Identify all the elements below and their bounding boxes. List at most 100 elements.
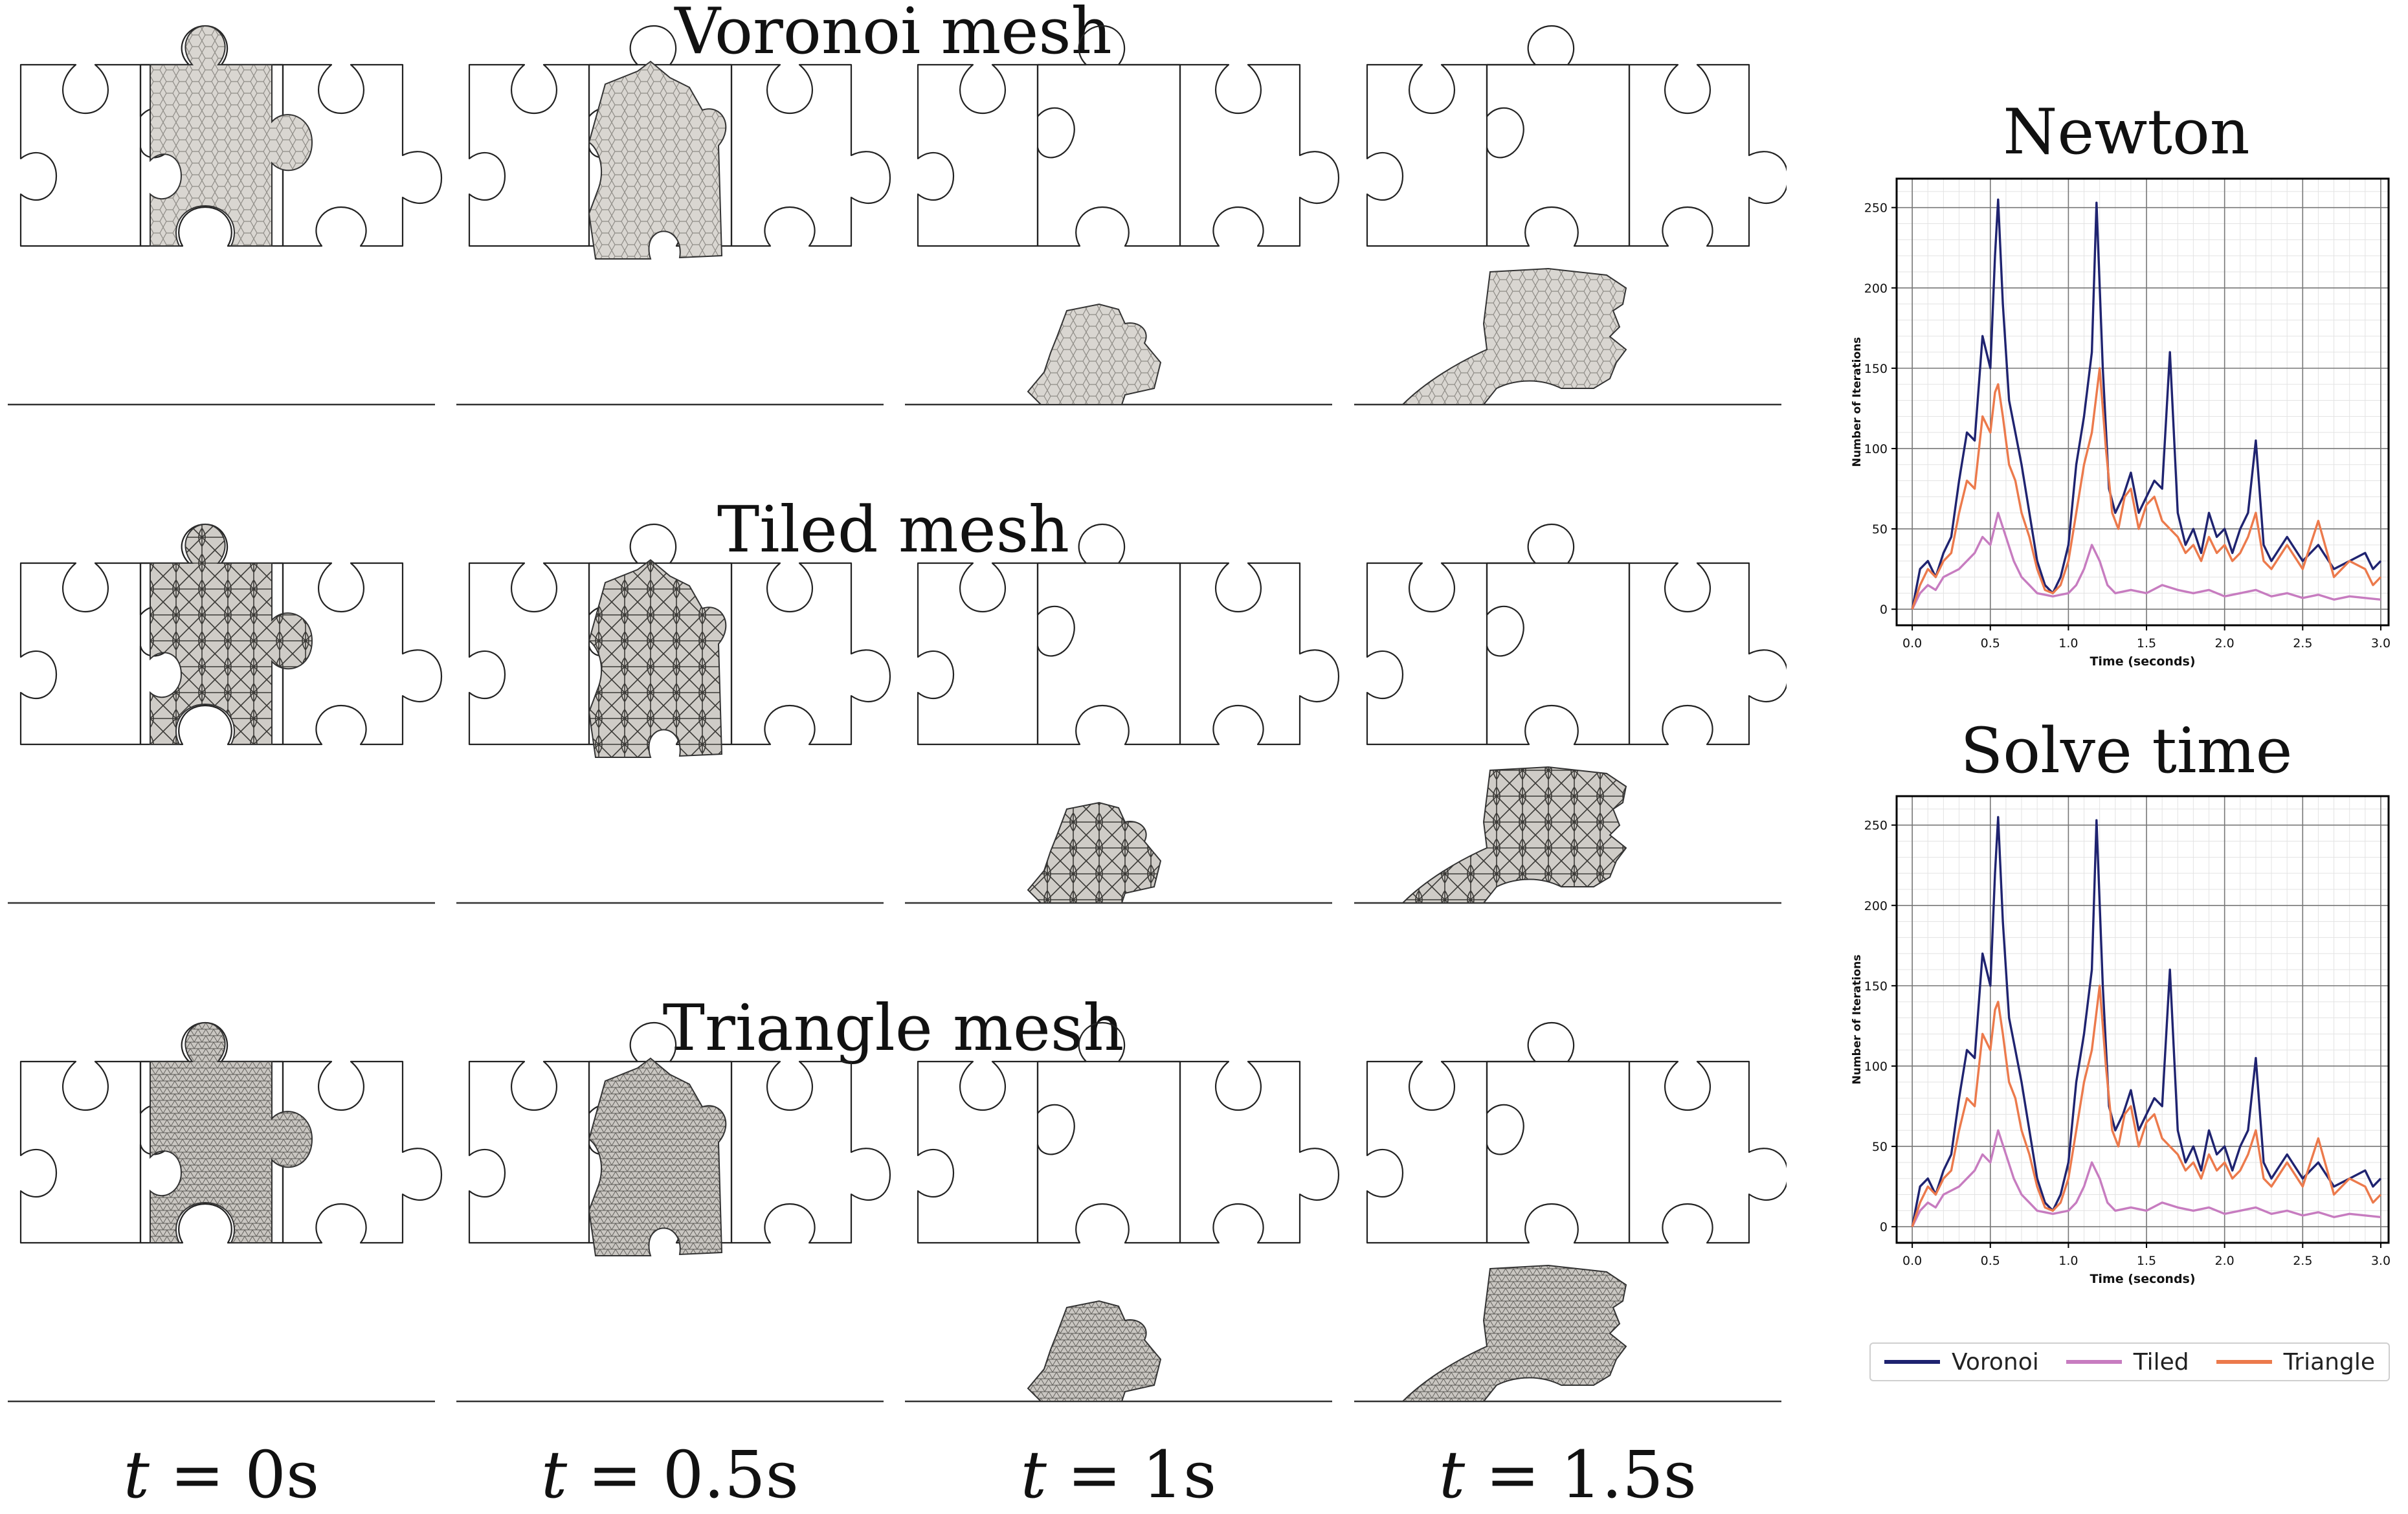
puzzle-outline-right bbox=[1628, 1060, 1787, 1244]
x-tick-label: 0.0 bbox=[1902, 636, 1922, 651]
panel-voronoi-t0 bbox=[8, 25, 443, 406]
series-line-triangle bbox=[1911, 367, 2382, 610]
simulation-panels bbox=[8, 25, 1787, 1403]
plot-border bbox=[1895, 177, 2390, 627]
puzzle-outline-slot bbox=[1036, 63, 1181, 247]
mesh-piece-triangle bbox=[588, 1057, 727, 1256]
legend-item-voronoi: Voronoi bbox=[1884, 1349, 2039, 1375]
panel-voronoi-t1 bbox=[456, 25, 891, 406]
mesh-piece-voronoi bbox=[1027, 303, 1162, 405]
series-line-voronoi bbox=[1911, 816, 2382, 1227]
x-tick-label: 2.5 bbox=[2293, 636, 2312, 651]
mesh-piece-voronoi bbox=[1401, 267, 1627, 405]
puzzle-outline-top bbox=[1038, 1021, 1180, 1063]
puzzle-outline-right bbox=[730, 63, 891, 247]
x-axis-label: Time (seconds) bbox=[2090, 1272, 2195, 1286]
puzzle-outline-left bbox=[1366, 63, 1524, 247]
series-line-tiled bbox=[1911, 1129, 2381, 1227]
series-line-voronoi bbox=[1911, 198, 2382, 610]
y-tick-label: 250 bbox=[1864, 201, 1888, 216]
mesh-piece-tiled bbox=[588, 559, 727, 758]
panel-tiled-t2 bbox=[905, 523, 1340, 904]
puzzle-outline-right bbox=[730, 1060, 891, 1244]
time-label-2: t = 1s bbox=[1020, 1437, 1217, 1513]
x-tick-label: 1.5 bbox=[2137, 1254, 2156, 1268]
chart-title-solve: Solve time bbox=[1960, 715, 2293, 787]
panel-voronoi-t3 bbox=[1354, 25, 1787, 406]
plot-border bbox=[1895, 795, 2390, 1244]
puzzle-outline-top bbox=[1487, 523, 1629, 564]
puzzle-outline-right bbox=[282, 562, 443, 746]
y-tick-label: 0 bbox=[1880, 603, 1888, 617]
y-tick-label: 200 bbox=[1864, 282, 1888, 296]
puzzle-outline-right bbox=[730, 562, 891, 746]
legend-item-triangle: Triangle bbox=[2216, 1349, 2375, 1375]
x-tick-label: 3.0 bbox=[2371, 636, 2391, 651]
mesh-piece-tiled bbox=[1401, 766, 1627, 904]
puzzle-outline-left bbox=[917, 1060, 1075, 1244]
puzzle-outline-left bbox=[917, 63, 1075, 247]
y-axis-label: Number of Iterations bbox=[1851, 955, 1864, 1085]
solve-time-chart: 0.0 0.5 1.0 1.5 2.0 2.5 3.0 0 50 100 150 200 250 Time… bbox=[1851, 795, 2391, 1286]
puzzle-outline-top bbox=[1038, 523, 1180, 564]
mesh-piece-voronoi bbox=[588, 60, 727, 260]
legend-swatch-voronoi bbox=[1884, 1360, 1940, 1364]
mesh-piece-tiled bbox=[150, 523, 313, 745]
legend-label-triangle: Triangle bbox=[2283, 1348, 2375, 1375]
mesh-piece-voronoi bbox=[150, 25, 313, 247]
puzzle-outline-slot bbox=[1036, 562, 1181, 746]
mesh-piece-triangle bbox=[150, 1021, 313, 1243]
panel-tiled-t1 bbox=[456, 523, 891, 904]
x-tick-label: 1.5 bbox=[2137, 636, 2156, 651]
y-tick-label: 0 bbox=[1880, 1220, 1888, 1234]
row-title-voronoi: Voronoi mesh bbox=[674, 0, 1112, 69]
legend-label-voronoi: Voronoi bbox=[1951, 1348, 2039, 1375]
row-title-tiled: Tiled mesh bbox=[717, 493, 1070, 567]
y-tick-label: 50 bbox=[1872, 522, 1888, 537]
time-label-1: t = 0.5s bbox=[541, 1437, 799, 1513]
puzzle-outline-slot bbox=[1486, 1060, 1631, 1244]
x-tick-label: 1.0 bbox=[2058, 1254, 2078, 1268]
x-tick-label: 3.0 bbox=[2371, 1254, 2391, 1268]
puzzle-outline-right bbox=[1179, 1060, 1340, 1244]
mesh-piece-triangle bbox=[1401, 1264, 1627, 1402]
legend-swatch-triangle bbox=[2216, 1360, 2272, 1364]
legend-label-tiled: Tiled bbox=[2133, 1348, 2189, 1375]
puzzle-outline-right bbox=[1179, 562, 1340, 746]
puzzle-outline-top bbox=[589, 25, 731, 66]
puzzle-outline-top bbox=[1038, 25, 1180, 66]
x-axis-label: Time (seconds) bbox=[2090, 654, 2195, 669]
puzzle-outline-top bbox=[589, 523, 731, 564]
puzzle-outline-top bbox=[1487, 1021, 1629, 1063]
time-label-0: t = 0s bbox=[123, 1437, 320, 1513]
panel-tiled-t3 bbox=[1354, 523, 1787, 904]
y-tick-label: 200 bbox=[1864, 899, 1888, 913]
newton-iterations-chart: 0.0 0.5 1.0 1.5 2.0 2.5 3.0 0 50 100 150 200 250 Time… bbox=[1851, 177, 2391, 669]
x-tick-label: 2.0 bbox=[2215, 636, 2235, 651]
y-tick-label: 250 bbox=[1864, 819, 1888, 833]
puzzle-outline-right bbox=[1628, 63, 1787, 247]
mesh-piece-tiled bbox=[1027, 801, 1162, 904]
mesh-piece-triangle bbox=[1027, 1300, 1162, 1402]
puzzle-outline-top bbox=[1487, 25, 1629, 66]
y-tick-label: 50 bbox=[1872, 1140, 1888, 1154]
series-line-triangle bbox=[1911, 985, 2382, 1227]
legend-item-tiled: Tiled bbox=[2066, 1349, 2189, 1375]
chart-legend: Voronoi Tiled Triangle bbox=[1869, 1342, 2390, 1381]
series-line-tiled bbox=[1911, 511, 2381, 610]
puzzle-outline-top bbox=[589, 1021, 731, 1063]
panel-triangle-t1 bbox=[456, 1021, 891, 1403]
y-tick-label: 100 bbox=[1864, 1060, 1888, 1074]
panel-voronoi-t2 bbox=[905, 25, 1340, 406]
x-tick-label: 2.0 bbox=[2215, 1254, 2235, 1268]
row-title-triangle: Triangle mesh bbox=[662, 992, 1124, 1065]
y-tick-label: 100 bbox=[1864, 442, 1888, 456]
panel-tiled-t0 bbox=[8, 523, 443, 904]
x-tick-label: 0.5 bbox=[1981, 636, 2000, 651]
panel-triangle-t2 bbox=[905, 1021, 1340, 1403]
time-label-3: t = 1.5s bbox=[1439, 1437, 1697, 1513]
puzzle-outline-right bbox=[282, 1060, 443, 1244]
x-tick-label: 2.5 bbox=[2293, 1254, 2312, 1268]
panel-triangle-t0 bbox=[8, 1021, 443, 1403]
